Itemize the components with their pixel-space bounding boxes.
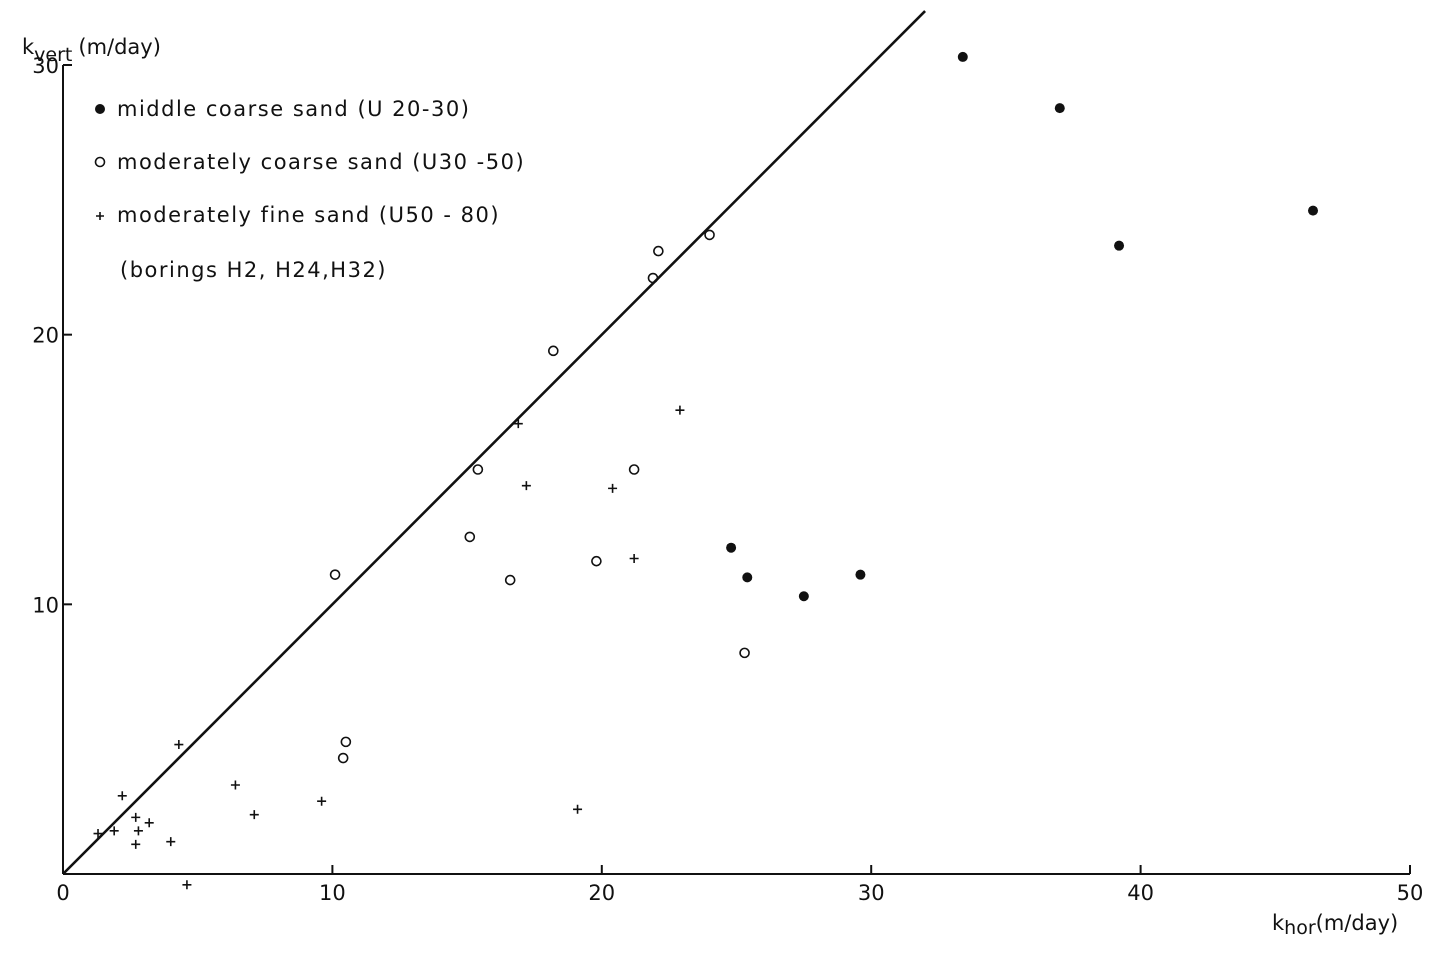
legend-label: moderately fine sand (U50 - 80) xyxy=(117,203,500,227)
x-axis-title-unit: (m/day) xyxy=(1316,911,1399,935)
data-point xyxy=(174,740,184,750)
x-axis-title: khor(m/day) xyxy=(1272,911,1398,939)
data-point xyxy=(742,572,753,583)
legend-marker-open-circle xyxy=(94,156,106,168)
data-point xyxy=(472,464,484,475)
series-open-circle xyxy=(329,229,750,764)
y-axis-title: kvert (m/day) xyxy=(22,35,161,66)
data-point xyxy=(337,752,349,764)
x-tick-label: 10 xyxy=(319,881,346,905)
legend-item-moderately-fine-sand: moderately fine sand (U50 - 80) xyxy=(96,203,500,227)
data-point xyxy=(317,796,327,806)
data-point xyxy=(855,569,866,580)
data-point xyxy=(249,810,259,820)
x-tick-label: 30 xyxy=(858,881,885,905)
y-axis-title-sub: vert xyxy=(34,44,72,66)
series-filled-circle xyxy=(726,51,1319,602)
legend-label: moderately coarse sand (U30 -50) xyxy=(117,150,525,174)
data-point xyxy=(144,818,154,828)
data-point xyxy=(548,345,559,357)
data-point xyxy=(230,780,240,790)
data-point xyxy=(329,569,341,580)
data-point xyxy=(957,51,968,62)
x-tick-label: 50 xyxy=(1397,881,1424,905)
data-point xyxy=(704,229,715,241)
y-tick-label: 20 xyxy=(32,324,59,348)
y-tick-label: 30 xyxy=(32,54,59,78)
x-tick-label: 0 xyxy=(56,881,69,905)
data-point xyxy=(521,481,531,491)
x-tick-label: 40 xyxy=(1127,881,1154,905)
data-point xyxy=(628,464,640,475)
data-point xyxy=(109,826,119,836)
data-point xyxy=(182,880,192,890)
data-points xyxy=(93,51,1319,890)
data-point xyxy=(608,483,618,493)
data-point xyxy=(739,647,750,659)
data-point xyxy=(93,829,103,839)
data-point xyxy=(647,272,659,284)
data-point xyxy=(629,553,639,563)
svg-text:khor(m/day): khor(m/day) xyxy=(1272,911,1398,939)
legend-item-moderately-coarse-sand: moderately coarse sand (U30 -50) xyxy=(94,150,525,174)
data-point xyxy=(1308,205,1319,216)
legend-note: (borings H2, H24,H32) xyxy=(120,258,387,282)
legend-marker-plus xyxy=(96,212,104,220)
data-point xyxy=(1054,103,1065,114)
x-axis-title-sub: hor xyxy=(1284,917,1316,939)
data-point xyxy=(513,419,523,429)
reference-line-layer xyxy=(62,10,926,875)
series-plus xyxy=(93,405,685,890)
data-point xyxy=(133,826,143,836)
x-tick-label: 20 xyxy=(588,881,615,905)
y-axis-title-main: k xyxy=(22,35,35,59)
data-point xyxy=(131,812,141,822)
axes: 0 10 20 30 40 50 10 20 30 xyxy=(32,54,1423,905)
data-point xyxy=(653,245,664,257)
data-point xyxy=(675,405,685,415)
svg-text:kvert(m/day): kvert (m/day) xyxy=(22,35,161,66)
x-axis-title-main: k xyxy=(1272,911,1285,935)
legend-item-middle-coarse-sand: middle coarse sand (U 20-30) xyxy=(95,97,470,121)
data-point xyxy=(726,542,737,553)
legend: middle coarse sand (U 20-30) moderately … xyxy=(94,97,525,282)
data-point xyxy=(573,804,583,814)
reference-line xyxy=(62,10,926,875)
data-point xyxy=(166,837,176,847)
data-point xyxy=(131,839,141,849)
data-point xyxy=(504,574,516,586)
data-point xyxy=(1114,240,1125,251)
data-point xyxy=(464,531,476,543)
y-axis-title-unit: (m/day) xyxy=(78,35,161,59)
data-point xyxy=(340,736,352,748)
legend-label: middle coarse sand (U 20-30) xyxy=(117,97,470,121)
legend-marker-filled-circle xyxy=(95,104,105,114)
y-tick-label: 10 xyxy=(32,593,59,617)
data-point xyxy=(591,555,602,567)
data-point xyxy=(117,791,127,801)
data-point xyxy=(798,591,809,602)
